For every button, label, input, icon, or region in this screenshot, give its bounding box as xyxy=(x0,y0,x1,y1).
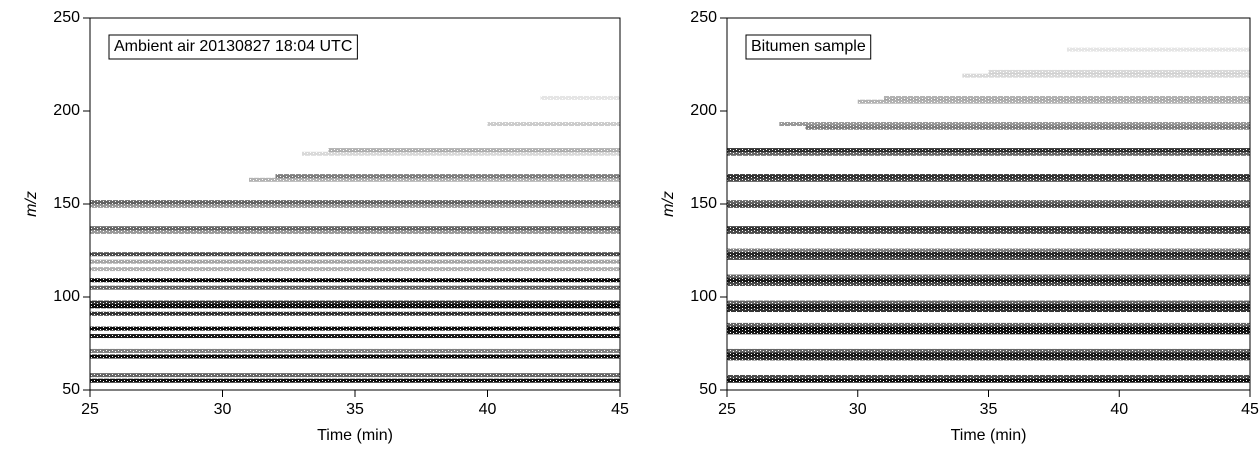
mz-band xyxy=(90,326,620,331)
x-axis-label: Time (min) xyxy=(317,427,393,444)
x-tick-label: 45 xyxy=(1241,401,1259,418)
mz-band xyxy=(727,174,1250,179)
mz-band xyxy=(90,304,620,309)
mz-band xyxy=(727,226,1250,231)
mz-band xyxy=(857,99,1250,104)
y-tick-label: 200 xyxy=(690,102,717,119)
mz-band xyxy=(883,95,1250,100)
mz-band xyxy=(249,177,620,182)
mz-band xyxy=(988,69,1250,74)
mz-band xyxy=(727,281,1250,286)
mz-band xyxy=(727,248,1250,253)
x-tick-label: 30 xyxy=(214,401,232,418)
mz-band xyxy=(727,177,1250,182)
mz-band xyxy=(727,148,1250,153)
mz-band xyxy=(727,151,1250,156)
x-tick-label: 35 xyxy=(980,401,998,418)
y-tick-label: 150 xyxy=(53,195,80,212)
x-tick-label: 30 xyxy=(849,401,867,418)
mz-band xyxy=(90,334,620,339)
mz-band xyxy=(727,300,1250,305)
mz-band xyxy=(90,354,620,359)
mz-band xyxy=(727,252,1250,257)
x-tick-label: 45 xyxy=(611,401,629,418)
y-tick-label: 100 xyxy=(53,288,80,305)
mz-band xyxy=(727,274,1250,279)
y-axis-label: m/z xyxy=(23,191,40,217)
mz-band xyxy=(727,348,1250,353)
x-tick-label: 40 xyxy=(479,401,497,418)
x-axis-label: Time (min) xyxy=(951,427,1027,444)
mz-band xyxy=(302,151,620,156)
mz-band xyxy=(805,125,1250,130)
mz-band xyxy=(275,174,620,179)
y-tick-label: 250 xyxy=(53,9,80,26)
mz-band xyxy=(90,285,620,290)
mz-band xyxy=(962,73,1250,78)
mz-band xyxy=(90,378,620,383)
y-axis-label: m/z xyxy=(660,191,677,217)
x-tick-label: 35 xyxy=(346,401,364,418)
mz-band xyxy=(727,203,1250,208)
annotation: Ambient air 20130827 18:04 UTC xyxy=(114,38,352,55)
mz-band xyxy=(727,326,1250,331)
mz-band xyxy=(779,122,1250,127)
mz-band xyxy=(727,330,1250,335)
mz-band xyxy=(90,373,620,378)
mz-band xyxy=(727,374,1250,379)
mz-band xyxy=(727,308,1250,313)
mz-band xyxy=(1066,47,1250,52)
y-tick-label: 200 xyxy=(53,102,80,119)
mz-band xyxy=(90,311,620,316)
mz-band xyxy=(90,348,620,353)
mz-band xyxy=(727,322,1250,327)
mz-band xyxy=(487,122,620,127)
mz-band xyxy=(727,356,1250,361)
y-tick-label: 50 xyxy=(62,381,80,398)
y-tick-label: 150 xyxy=(690,195,717,212)
y-tick-label: 100 xyxy=(690,288,717,305)
annotation-box xyxy=(108,34,358,60)
mz-band xyxy=(90,278,620,283)
mz-band xyxy=(90,229,620,234)
y-tick-label: 250 xyxy=(690,9,717,26)
mz-band xyxy=(90,259,620,264)
mz-band xyxy=(90,226,620,231)
y-tick-label: 50 xyxy=(699,381,717,398)
annotation: Bitumen sample xyxy=(751,38,866,55)
mz-band xyxy=(90,200,620,205)
mz-band xyxy=(90,267,620,272)
mz-band xyxy=(90,203,620,208)
mz-band xyxy=(727,304,1250,309)
x-tick-label: 25 xyxy=(718,401,736,418)
x-tick-label: 40 xyxy=(1110,401,1128,418)
mz-band xyxy=(90,252,620,257)
mz-band xyxy=(540,95,620,100)
annotation-box xyxy=(745,34,872,60)
mz-band xyxy=(727,200,1250,205)
x-tick-label: 25 xyxy=(81,401,99,418)
mz-band xyxy=(727,352,1250,357)
mz-band xyxy=(727,378,1250,383)
mz-band xyxy=(90,300,620,305)
mz-band xyxy=(727,278,1250,283)
mz-band xyxy=(328,148,620,153)
mz-band xyxy=(727,255,1250,260)
mz-band xyxy=(727,229,1250,234)
